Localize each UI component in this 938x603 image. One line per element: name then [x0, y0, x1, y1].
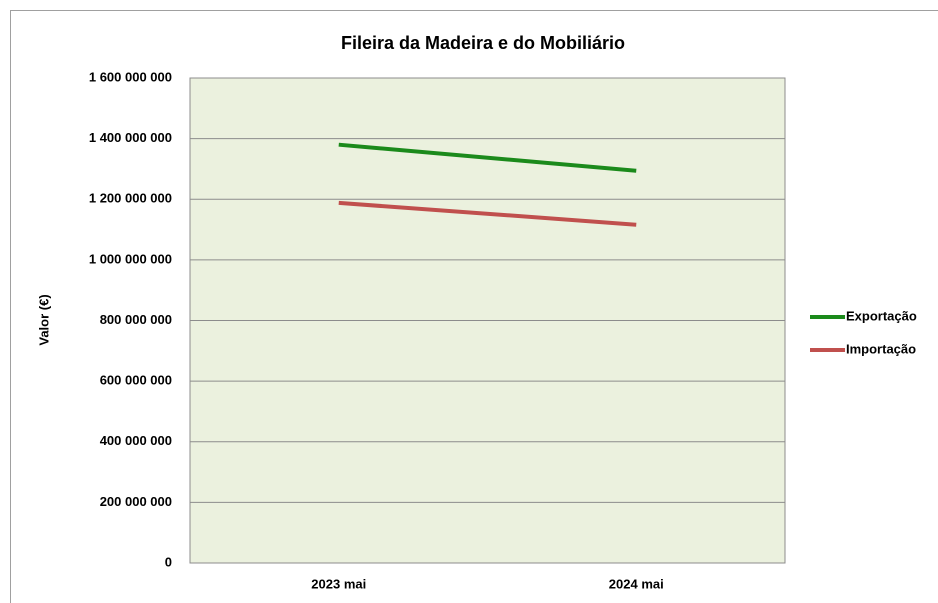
- y-tick-label: 0: [165, 554, 172, 569]
- series-line: [338, 142, 637, 173]
- y-tick-label: 400 000 000: [100, 433, 172, 448]
- y-tick-label: 800 000 000: [100, 312, 172, 327]
- y-tick-label: 1 200 000 000: [89, 191, 172, 206]
- legend-label: Exportação: [846, 308, 917, 323]
- chart-title: Fileira da Madeira e do Mobiliário: [341, 33, 625, 53]
- y-tick-label: 600 000 000: [100, 373, 172, 388]
- legend-label: Importação: [846, 341, 916, 356]
- x-tick-label: 2024 mai: [609, 576, 664, 591]
- y-axis-label: Valor (€): [36, 294, 51, 345]
- x-tick-label: 2023 mai: [311, 576, 366, 591]
- series-line: [338, 200, 637, 227]
- y-tick-label: 1 600 000 000: [89, 69, 172, 84]
- y-tick-label: 1 000 000 000: [89, 251, 172, 266]
- y-tick-label: 200 000 000: [100, 494, 172, 509]
- y-tick-label: 1 400 000 000: [89, 130, 172, 145]
